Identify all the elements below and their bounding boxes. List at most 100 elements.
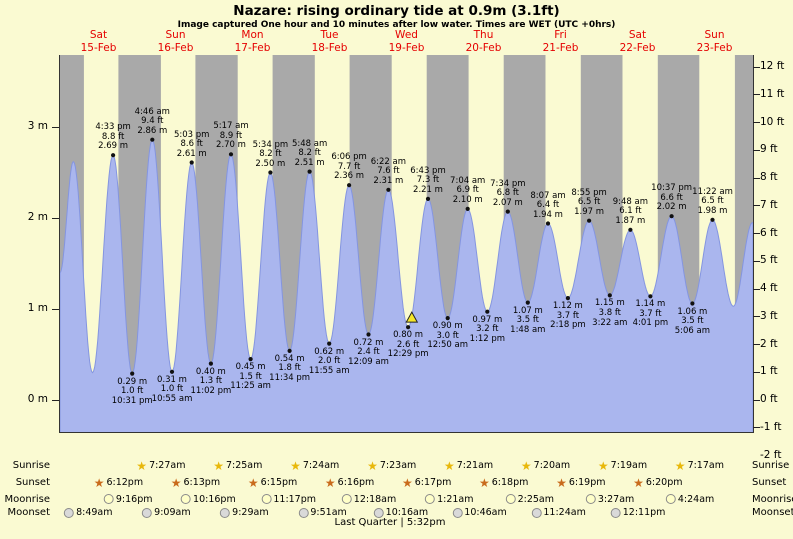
tide-label-line: 6.4 ft bbox=[536, 200, 560, 211]
tide-label-low: 0.40 m 1.3 ft 11:02 pm bbox=[181, 366, 241, 397]
y-axis-label-ft: 11 ft bbox=[760, 87, 785, 100]
day-date: 16-Feb bbox=[157, 41, 194, 54]
tide-label-line: 8.2 ft bbox=[298, 148, 321, 159]
almanac-row-label-right-sunrise: Sunrise bbox=[752, 460, 790, 471]
day-name: Sat bbox=[628, 29, 647, 41]
day-label: Sun 23-Feb bbox=[690, 29, 740, 54]
tide-label-line: 2.86 m bbox=[137, 125, 168, 136]
day-date: 18-Feb bbox=[311, 41, 348, 54]
tide-label-high: 11:22 am 6.5 ft 1.98 m bbox=[683, 186, 743, 217]
almanac-time: 8:49am bbox=[76, 507, 113, 518]
tide-label-line: 2.70 m bbox=[216, 140, 246, 151]
y-axis-label-ft: 9 ft bbox=[760, 143, 778, 156]
sunset-star-icon: ★ bbox=[93, 475, 105, 490]
y-axis-tick-left bbox=[52, 308, 59, 310]
tide-label-line: 5:06 am bbox=[674, 325, 711, 336]
tide-label-low: 0.62 m 2.0 ft 11:55 am bbox=[299, 347, 359, 377]
tide-label-line: 3:22 am bbox=[592, 317, 628, 328]
tide-label-line: 7.7 ft bbox=[337, 161, 361, 172]
tide-label-low: 0.90 m 3.0 ft 12:50 am bbox=[418, 321, 478, 351]
tide-label-line: 11:22 am bbox=[692, 186, 733, 197]
tide-plot: 4:33 pm 8.8 ft 2.69 m 0.29 m 1.0 ft 10:31 pm 4… bbox=[60, 55, 753, 433]
almanac-entry: ★ 6:20pm bbox=[633, 476, 682, 489]
almanac-entry: ★ 6:19pm bbox=[556, 476, 605, 489]
chart-title: Nazare: rising ordinary tide at 0.9m (3.… bbox=[233, 3, 560, 19]
tide-point-dot bbox=[465, 206, 470, 211]
tide-label-line: 8.6 ft bbox=[180, 139, 203, 150]
almanac-entry: ★ 6:18pm bbox=[479, 476, 528, 489]
tide-point-dot bbox=[628, 227, 633, 232]
y-axis-label-ft: -2 ft bbox=[760, 448, 782, 461]
tide-label-line: 1.15 m bbox=[594, 298, 625, 309]
tide-label-low: 1.15 m 3.8 ft 3:22 am bbox=[580, 299, 640, 328]
almanac-entry: 2:25am bbox=[505, 493, 554, 506]
tide-point-dot bbox=[287, 348, 292, 353]
almanac-entry: 4:24am bbox=[665, 493, 714, 506]
y-axis-label-ft: 7 ft bbox=[760, 198, 778, 211]
tide-label-line: 2.51 m bbox=[294, 157, 325, 168]
tide-label-line: 1.5 ft bbox=[239, 371, 262, 382]
tide-label-line: 10:55 am bbox=[151, 393, 193, 404]
tide-label-high: 5:17 am 8.9 ft 2.70 m bbox=[201, 122, 261, 151]
tide-point-dot bbox=[710, 217, 715, 222]
moonrise-moon-icon bbox=[585, 494, 596, 504]
tide-point-dot bbox=[690, 301, 695, 306]
tide-point-dot bbox=[386, 187, 391, 192]
almanac-entry: 12:11pm bbox=[610, 506, 665, 519]
tide-label-line: 4:01 pm bbox=[632, 318, 669, 329]
tide-curve bbox=[60, 138, 753, 433]
tide-point-dot bbox=[228, 152, 234, 157]
tide-label-line: 3.5 ft bbox=[516, 315, 539, 326]
day-date: 23-Feb bbox=[696, 41, 733, 54]
sunset-star-icon: ★ bbox=[324, 475, 336, 490]
tide-label-line: 3.8 ft bbox=[598, 307, 621, 318]
tide-labels-layer: 4:33 pm 8.8 ft 2.69 m 0.29 m 1.0 ft 10:31 pm 4… bbox=[60, 55, 753, 433]
y-axis-tick-right bbox=[753, 149, 760, 151]
sunrise-star-icon: ★ bbox=[290, 458, 301, 473]
tide-label-line: 2.10 m bbox=[452, 195, 483, 206]
almanac-time: 6:13pm bbox=[183, 477, 221, 488]
y-axis-tick-right bbox=[753, 122, 760, 124]
tide-label-high: 6:22 am 7.6 ft 2.31 m bbox=[358, 157, 418, 187]
y-axis-tick-right bbox=[753, 427, 760, 429]
tide-label-line: 3.7 ft bbox=[556, 310, 580, 321]
y-axis-label-ft: 2 ft bbox=[760, 337, 778, 350]
sunset-star-icon: ★ bbox=[170, 475, 182, 490]
y-axis-label-ft: 10 ft bbox=[760, 115, 785, 128]
almanac-entry: 1:21am bbox=[425, 493, 474, 506]
tide-point-dot bbox=[111, 153, 116, 158]
day-name: Sat bbox=[89, 29, 108, 41]
tide-plot-svg bbox=[60, 55, 753, 433]
almanac-time: 6:15pm bbox=[260, 477, 298, 488]
y-axis-tick-left bbox=[52, 399, 59, 401]
tide-label-line: 5:17 am bbox=[213, 121, 249, 132]
moonrise-moon-icon bbox=[665, 494, 676, 504]
day-date: 22-Feb bbox=[619, 41, 656, 54]
tide-label-line: 8:07 am bbox=[530, 190, 566, 201]
almanac-entry: 10:16pm bbox=[181, 493, 236, 506]
tide-label-line: 2.36 m bbox=[334, 171, 365, 182]
moonset-moon-icon bbox=[298, 507, 309, 518]
tide-label-low: 0.54 m 1.8 ft 11:34 pm bbox=[260, 354, 320, 384]
day-date: 15-Feb bbox=[80, 41, 117, 54]
tide-label-line: 0.40 m bbox=[195, 366, 226, 377]
tide-label-line: 0.97 m bbox=[472, 314, 503, 325]
tide-label-line: 6.6 ft bbox=[660, 192, 683, 203]
tide-label-high: 4:33 pm 8.8 ft 2.69 m bbox=[83, 123, 143, 152]
tide-label-line: 1.0 ft bbox=[120, 386, 144, 397]
tide-label-line: 12:09 am bbox=[348, 356, 389, 367]
tide-label-line: 8.8 ft bbox=[101, 131, 125, 142]
moonset-moon-icon bbox=[64, 507, 75, 518]
tide-label-line: 6.5 ft bbox=[701, 196, 724, 207]
almanac-time: 6:16pm bbox=[337, 477, 375, 488]
y-axis-line-right bbox=[753, 55, 754, 433]
tide-label-line: 3.7 ft bbox=[639, 308, 662, 319]
tide-label-line: 2.4 ft bbox=[357, 347, 380, 358]
tide-label-line: 7:04 am bbox=[450, 175, 486, 186]
y-axis-tick-left bbox=[52, 126, 59, 128]
tide-label-high: 8:07 am 6.4 ft 1.94 m bbox=[518, 190, 578, 221]
tide-label-high: 7:04 am 6.9 ft 2.10 m bbox=[438, 175, 498, 206]
day-label: Sat 22-Feb bbox=[613, 29, 663, 54]
almanac-entry: ★ 6:13pm bbox=[171, 476, 220, 489]
tide-label-line: 11:34 pm bbox=[269, 373, 311, 384]
